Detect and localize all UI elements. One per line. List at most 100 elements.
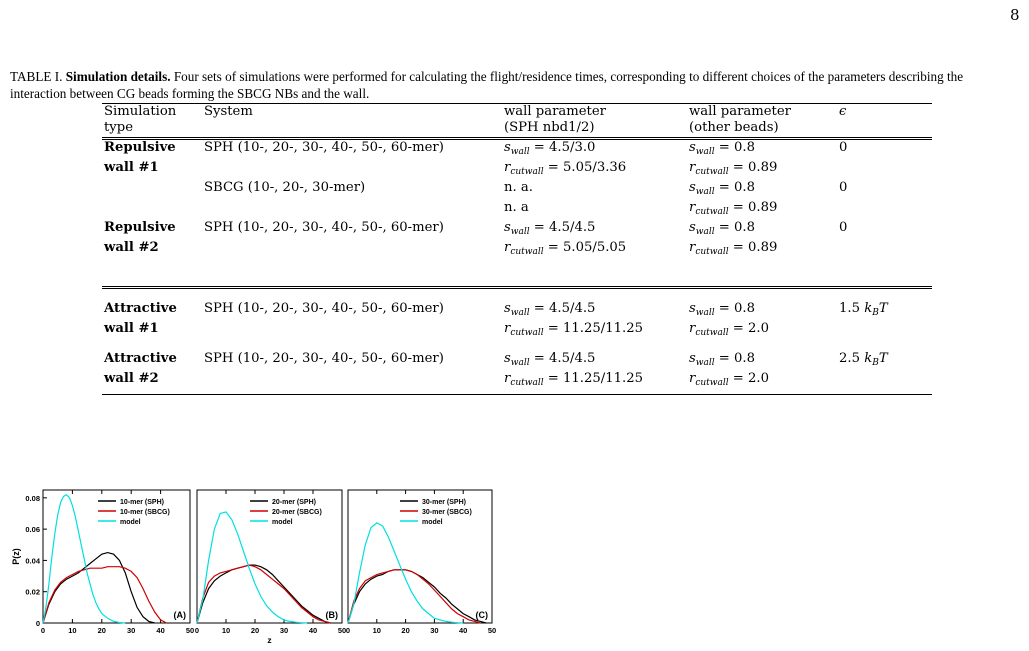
simulation-table: Simulation System wall parameter wall pa…	[102, 103, 932, 395]
row-na-2: n. a	[504, 200, 529, 215]
page-number: 8	[1010, 6, 1020, 24]
x-tick-label: 30	[430, 626, 438, 635]
table-row: Attractive SPH (10-, 20-, 30-, 40-, 50-,…	[102, 341, 932, 371]
s-symbol: s	[504, 140, 511, 155]
row-s-wall: swall = 4.5/4.5	[504, 220, 596, 237]
empty-cell	[102, 200, 202, 220]
row-other-s: swall = 0.8	[689, 220, 756, 237]
row-r-cut: rcutwall = 5.05/3.36	[502, 160, 687, 180]
x-tick-label: 40	[309, 626, 317, 635]
eps-b: B	[872, 308, 879, 318]
empty-cell	[202, 321, 502, 341]
x-tick-label: 20	[251, 626, 259, 635]
row-other-r: rcutwall = 0.89	[689, 160, 778, 177]
x-tick-label: 20	[401, 626, 409, 635]
row-eps: 1.5 kBT	[837, 288, 932, 322]
series-line-1	[42, 551, 155, 624]
series-line-3	[347, 522, 464, 624]
r-value: = 11.25/11.25	[543, 321, 643, 336]
row-system: SPH (10-, 20-, 30-, 40-, 50-, 60-mer)	[204, 351, 444, 366]
empty-cell	[202, 371, 502, 395]
table-row: wall #1 rcutwall = 11.25/11.25 rcutwall …	[102, 321, 932, 341]
figure-panels: 0 10 20 30 40 50 0 0.02 0.04 0.06 0.08 10-mer (SPH)…	[10, 484, 500, 646]
empty-cell	[837, 371, 932, 395]
x-tick-label: 0	[41, 626, 45, 635]
x-tick-label: 50	[488, 626, 496, 635]
eps-value: 2.5	[839, 351, 860, 366]
row-type: Repulsive	[104, 220, 176, 235]
panel-label: (A)	[174, 610, 187, 620]
empty-cell	[837, 200, 932, 220]
row-type-2: wall #1	[104, 160, 159, 175]
series-line-1	[196, 564, 331, 624]
row-s-wall: swall = 4.5/3.0	[502, 139, 687, 161]
row-other-s: swall = 0.8	[689, 180, 756, 197]
row-type-2: wall #2	[102, 371, 202, 395]
row-r-cut: rcutwall = 11.25/11.25	[502, 371, 687, 395]
y-tick-label: 0.08	[25, 494, 40, 503]
row-s-wall: swall = 4.5/4.5	[504, 351, 596, 368]
caption-title: Simulation details.	[65, 69, 171, 84]
x-tick-label: 40	[459, 626, 467, 635]
table-row: wall #2 rcutwall = 11.25/11.25 rcutwall …	[102, 371, 932, 395]
series-line-3	[196, 511, 308, 624]
legend-label: 10-mer (SBCG)	[120, 509, 170, 516]
eps-k: k	[864, 301, 873, 316]
legend-label: model	[120, 519, 141, 526]
table-row: n. a rcutwall = 0.89	[102, 200, 932, 220]
table-row: SBCG (10-, 20-, 30-mer) n. a. swall = 0.…	[102, 180, 932, 200]
empty-cell	[202, 240, 502, 260]
empty-cell	[837, 240, 932, 260]
row-system: SPH (10-, 20-, 30-, 40-, 50-, 60-mer)	[204, 140, 444, 155]
table-row: Repulsive SPH (10-, 20-, 30-, 40-, 50-, …	[102, 220, 932, 240]
plot-frame	[196, 489, 343, 624]
row-system: SBCG (10-, 20-, 30-mer)	[204, 180, 366, 195]
legend-label: model	[272, 519, 293, 526]
r-value: = 11.25/11.25	[543, 371, 643, 386]
row-s-wall: swall = 4.5/4.5	[504, 301, 596, 318]
empty-cell	[837, 321, 932, 341]
eps-t: T	[878, 351, 888, 366]
other-s-value: = 0.8	[714, 140, 756, 155]
row-system: SPH (10-, 20-, 30-, 40-, 50-, 60-mer)	[204, 220, 444, 235]
s-subscript: wall	[510, 147, 530, 157]
table-row: wall #1 rcutwall = 5.05/3.36 rcutwall = …	[102, 160, 932, 180]
plot-frame	[347, 489, 493, 624]
x-tick-label: 30	[127, 626, 135, 635]
row-other-r: rcutwall = 2.0	[687, 371, 837, 395]
y-tick-label: 0.04	[25, 556, 40, 565]
x-tick-label: 0	[346, 626, 350, 635]
y-axis-label: P(z)	[11, 548, 21, 565]
section-separator	[102, 260, 932, 289]
header-simulation-type-2: type	[102, 120, 202, 140]
other-s-value: = 0.8	[714, 220, 756, 235]
s-value: = 4.5/4.5	[529, 351, 596, 366]
row-type: Repulsive	[104, 140, 176, 155]
eps-k: k	[864, 351, 873, 366]
header-wall-param-sph: wall parameter	[502, 103, 687, 120]
row-system: SPH (10-, 20-, 30-, 40-, 50-, 60-mer)	[204, 301, 444, 316]
header-row-2: type (SPH nbd1/2) (other beads)	[102, 120, 932, 140]
empty-cell	[837, 160, 932, 180]
row-eps: 0	[839, 220, 848, 235]
s-value: = 4.5/4.5	[529, 220, 596, 235]
r-value: = 5.05/3.36	[543, 160, 627, 175]
x-tick-label: 50	[186, 626, 194, 635]
other-s-value: = 0.8	[714, 351, 756, 366]
other-r-value: = 0.89	[728, 200, 778, 215]
y-tick-label: 0.02	[25, 588, 40, 597]
table-row: Repulsive SPH (10-, 20-, 30-, 40-, 50-, …	[102, 139, 932, 161]
row-na: n. a.	[504, 180, 533, 195]
other-r-value: = 0.89	[728, 240, 778, 255]
header-wall-param-other-2: (other beads)	[687, 120, 837, 140]
eps-b: B	[872, 358, 879, 368]
other-r-value: = 2.0	[728, 371, 769, 386]
row-type-2: wall #2	[104, 240, 159, 255]
row-type-2: wall #1	[104, 321, 159, 336]
row-other-r: rcutwall = 2.0	[689, 321, 769, 338]
eps-t: T	[878, 301, 888, 316]
s-value: = 4.5/4.5	[529, 301, 596, 316]
plot-frame	[42, 489, 191, 624]
header-system: System	[202, 103, 502, 120]
